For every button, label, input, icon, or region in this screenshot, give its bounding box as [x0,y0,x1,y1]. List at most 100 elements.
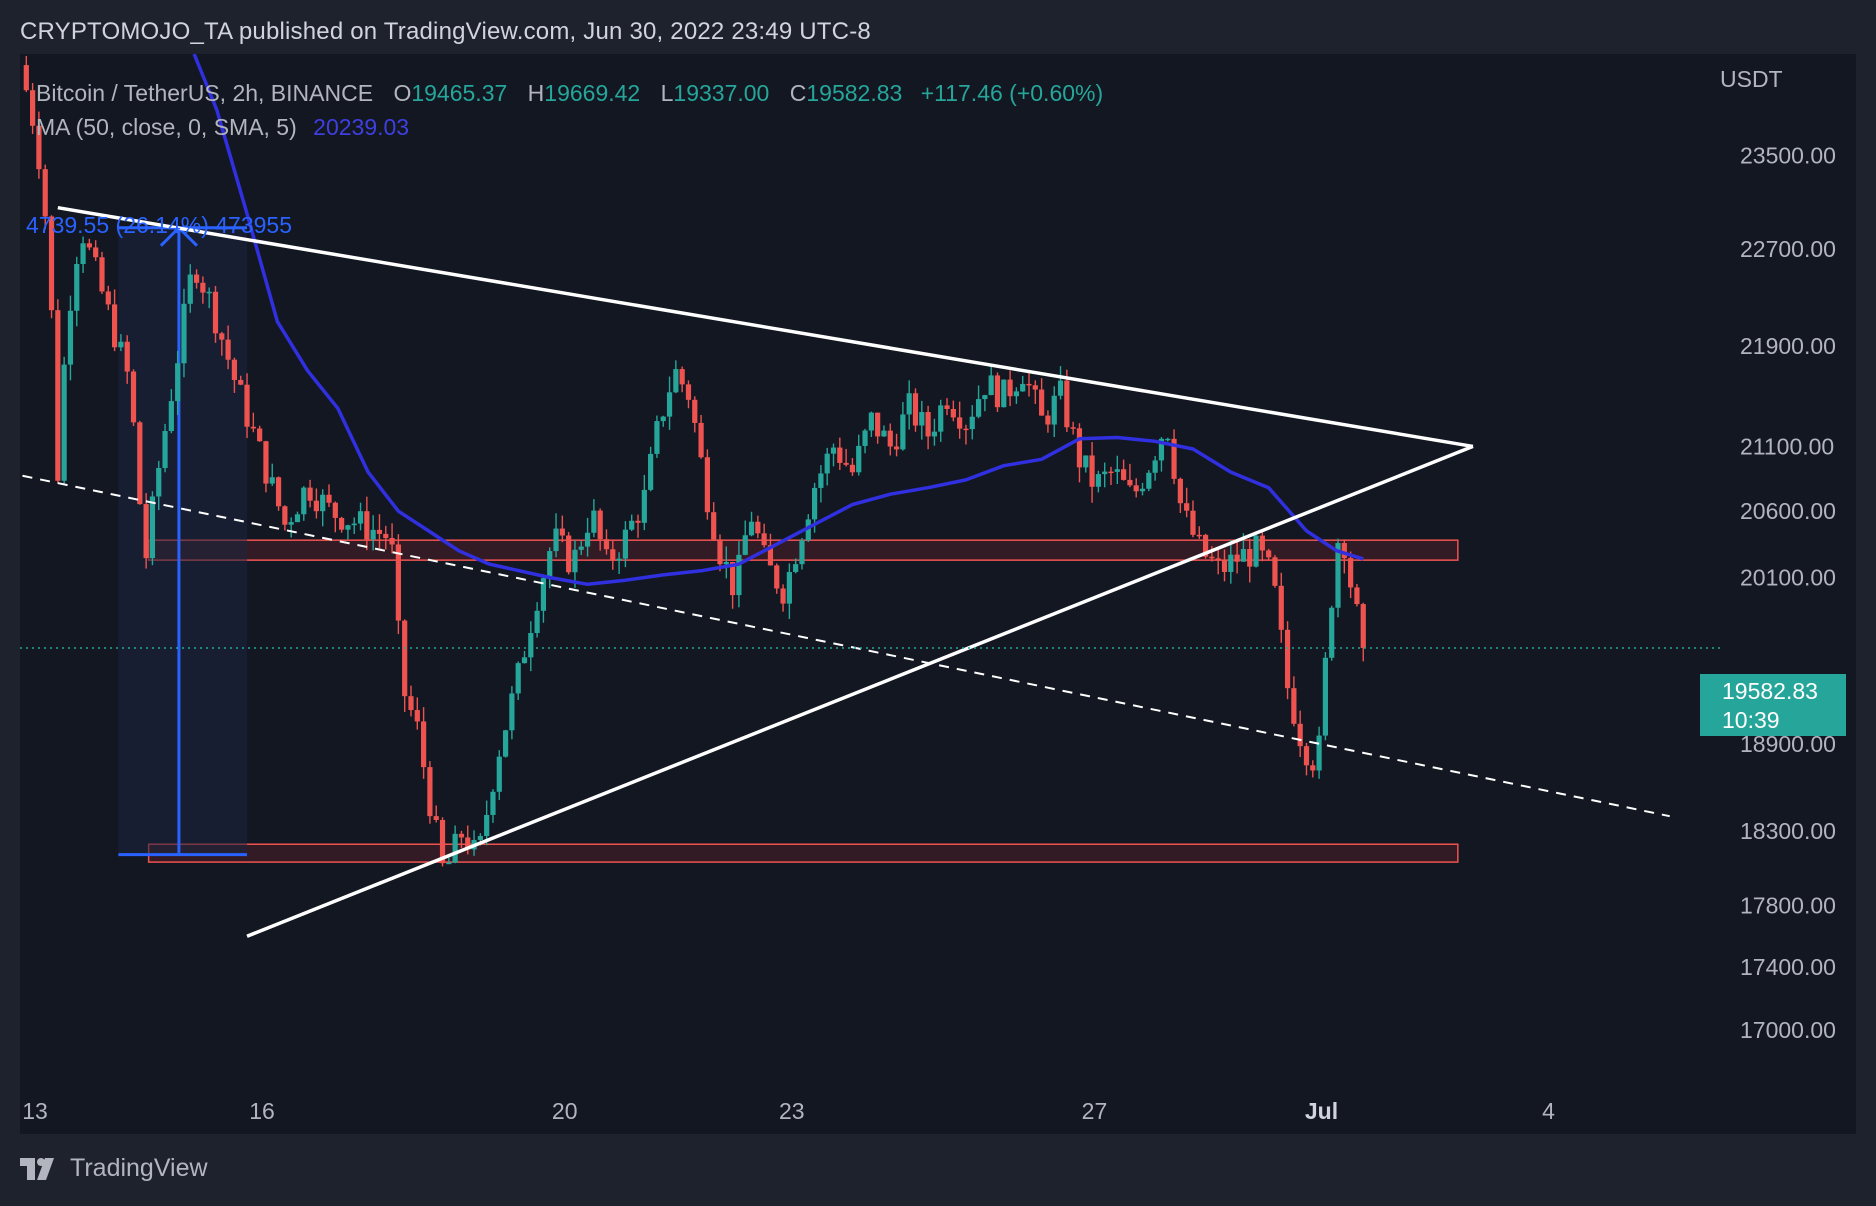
close-label: C [789,80,807,106]
candle-body [1348,558,1354,588]
candle-body [603,539,610,550]
candle-body [994,375,1001,408]
candle-body [622,529,629,559]
candle-body [610,549,616,561]
candle-body [698,422,704,458]
candle-body [162,431,168,468]
candle-body [130,371,137,423]
candle-body [521,657,528,664]
y-tick-label: 18300.00 [1740,818,1836,844]
candle-body [1335,543,1341,608]
candle-body [414,710,420,722]
y-tick-label: 20600.00 [1740,498,1836,524]
candle-body [383,533,389,539]
candle-body [307,487,313,501]
candle-body [395,544,401,621]
candle-body [175,363,181,402]
candle-body [257,428,263,442]
candle-body [837,447,843,463]
candle-body [1083,455,1089,468]
last-price-tag: 19582.83 10:39 [1700,674,1846,736]
candle-body [559,528,565,536]
candle-body [439,819,446,864]
candle-body [1190,510,1196,535]
candle-body [86,243,92,248]
candle-body [553,528,559,552]
candle-body [1284,629,1291,689]
candle-body [376,529,383,534]
candle-body [67,310,74,365]
candle-body [805,519,811,541]
candle-body [1202,534,1209,557]
open-value: 19465.37 [411,80,508,106]
candle-body [830,447,837,454]
candle-body [364,511,370,540]
candle-body [452,833,458,863]
candle-body [282,506,288,525]
moving-average-line [192,54,1364,587]
candle-body [875,412,881,437]
candle-body [187,274,193,304]
candle-body [124,341,130,372]
candle-body [868,412,874,431]
candle-body [275,477,282,507]
candle-body [711,512,717,540]
candle-body [1026,383,1032,386]
candle-body [950,408,956,418]
chart-panel[interactable]: 23500.00 22700.00 21900.00 21100.00 20600.00… [20,54,1856,1134]
y-tick-label: 23500.00 [1740,142,1836,168]
candle-body [730,561,736,596]
candle-body [641,489,647,523]
candle-body [263,441,269,484]
candles-layer [23,56,1366,867]
candle-body [780,588,786,604]
candle-body [1045,415,1051,425]
candle-body [1329,607,1335,658]
candle-body [1234,554,1240,562]
ma-layer [192,54,1364,587]
measure-label: 4739.55 (26.14%) 473955 [26,212,292,238]
zones-layer [147,539,1459,863]
candle-body [269,477,275,484]
candle-body [105,291,111,305]
candle-body [824,453,830,474]
candle-body [1291,688,1297,724]
price-chart[interactable]: 23500.00 22700.00 21900.00 21100.00 20600.00… [20,54,1856,1134]
support-zone [147,843,1459,863]
candle-body [80,243,86,264]
candle-body [1133,485,1139,492]
candle-body [238,380,244,385]
candle-body [1076,428,1083,468]
candle-body [250,426,256,429]
candle-body [1064,380,1070,428]
candle-body [679,369,685,385]
close-value: 19582.83 [806,80,903,106]
candle-body [320,494,326,512]
candle-body [723,561,729,565]
currency-label: USDT [1720,66,1783,92]
candle-body [1039,389,1045,416]
candle-body [969,416,975,430]
lower-trendline [246,444,1474,938]
candle-body [1297,723,1303,747]
candle-body [143,504,149,559]
candle-body [93,247,99,258]
candle-body [408,696,414,711]
candle-body [1322,657,1329,736]
x-tick-label: 13 [22,1098,48,1124]
ma-label: MA (50, close, 0, SMA, 5) [36,114,297,140]
candle-body [1032,385,1038,390]
candle-body [370,529,376,540]
upper-trendline [57,205,1474,449]
x-tick-label: Jul [1305,1098,1338,1124]
candle-body [36,125,42,170]
candle-body [301,487,307,515]
candle-body [1360,604,1366,648]
candle-body [597,510,603,540]
candle-body [61,364,67,481]
candle-body [181,303,187,364]
candle-body [1240,549,1247,562]
tradingview-logo[interactable]: TradingView [20,1154,208,1183]
candle-body [1007,379,1013,397]
y-tick-label: 20100.00 [1740,565,1836,591]
